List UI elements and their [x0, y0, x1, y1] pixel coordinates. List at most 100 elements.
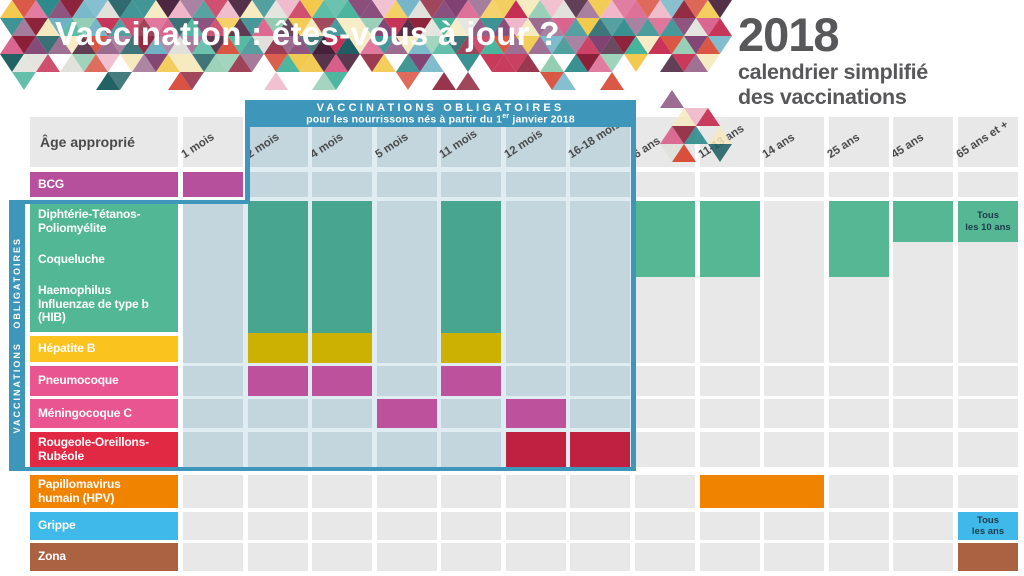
- grid-cell: [700, 399, 760, 428]
- dose-cell-grippe: Tous les ans: [958, 512, 1018, 540]
- grid-cell: [441, 172, 501, 197]
- mosaic-triangle: [708, 18, 732, 36]
- dose-cell-menin: [506, 399, 566, 428]
- row-label-line: Méningocoque C: [38, 405, 132, 420]
- mosaic-triangle: [612, 36, 636, 54]
- dose-cell-dtp2: [635, 201, 695, 277]
- mosaic-triangle: [276, 54, 300, 72]
- dose-note: les 10 ans: [965, 221, 1011, 233]
- mosaic-triangle: [24, 0, 48, 18]
- grid-cell: [570, 475, 630, 508]
- mosaic-triangle: [312, 72, 336, 90]
- col-header-label: 1 mois: [179, 131, 217, 161]
- mandatory-zone-border-bottom: [9, 467, 636, 471]
- grid-cell: [441, 399, 501, 428]
- row-label-roug: Rougeole-Oreillons- Rubéole: [30, 432, 178, 467]
- col-header-label: 4 mois: [308, 131, 346, 161]
- grid-cell: [570, 543, 630, 571]
- mosaic-triangle: [540, 72, 564, 90]
- row-label-grippe: Grippe: [30, 512, 178, 540]
- mosaic-triangle: [288, 54, 312, 72]
- mosaic-triangle: [708, 0, 732, 18]
- grid-cell: [183, 399, 243, 428]
- subtitle-superscript: er: [502, 113, 510, 120]
- row-label-line: Rubéole: [38, 448, 84, 463]
- grid-cell: [764, 399, 824, 428]
- mosaic-triangle: [300, 54, 324, 72]
- mosaic-triangle: [96, 54, 120, 72]
- grid-cell: [764, 543, 824, 571]
- grid-cell: [635, 172, 695, 197]
- mosaic-triangle: [576, 18, 600, 36]
- mosaic-triangle: [168, 54, 192, 72]
- row-label-coq: Coqueluche: [30, 242, 178, 277]
- mandatory-zone-title: VACCINATIONS OBLIGATOIRES: [316, 102, 565, 114]
- dose-cell-pneumo: [248, 366, 308, 396]
- mosaic-triangle: [492, 54, 516, 72]
- mosaic-triangle: [420, 54, 444, 72]
- mosaic-triangle: [168, 72, 192, 90]
- grid-cell: [570, 366, 630, 396]
- mosaic-triangle: [216, 54, 240, 72]
- grid-cell: [700, 172, 760, 197]
- mosaic-triangle: [600, 36, 624, 54]
- dose-note: Tous: [977, 514, 999, 526]
- mosaic-triangle: [72, 54, 96, 72]
- mosaic-triangle: [600, 18, 624, 36]
- col-header-label: 2 mois: [244, 131, 282, 161]
- col-header-label: 25 ans: [825, 131, 863, 161]
- mosaic-triangle: [588, 36, 612, 54]
- col-header-11 mois: 11 mois: [437, 127, 501, 167]
- col-header-65 ans et +: 65 ans et +: [954, 117, 1018, 167]
- mosaic-triangle: [636, 36, 660, 54]
- row-label-line: Poliomyélite: [38, 220, 107, 235]
- mosaic-triangle: [684, 0, 708, 18]
- grid-cell: [248, 543, 308, 571]
- dose-cell-dtp1: [893, 201, 953, 242]
- grid-cell: [183, 432, 243, 467]
- grid-cell: [829, 475, 889, 508]
- mosaic-triangle: [84, 54, 108, 72]
- mosaic-triangle: [12, 0, 36, 18]
- mosaic-triangle: [12, 54, 36, 72]
- grid-cell: [312, 172, 372, 197]
- mosaic-triangle: [24, 36, 48, 54]
- mosaic-triangle: [588, 18, 612, 36]
- mandatory-zone-border-connector: [9, 200, 250, 204]
- mosaic-triangle: [144, 54, 168, 72]
- mosaic-triangle: [696, 54, 720, 72]
- grid-cell: [893, 512, 953, 540]
- grid-cell: [183, 366, 243, 396]
- grid-cell: [570, 512, 630, 540]
- mosaic-triangle: [264, 54, 288, 72]
- row-label-line: Papillomavirus: [38, 476, 121, 491]
- row-label-line: Diphtérie-Tétanos-: [38, 206, 141, 221]
- dose-cell-hepfill: [441, 333, 501, 363]
- row-label-line: BCG: [38, 176, 65, 191]
- grid-cell: [377, 172, 437, 197]
- grid-cell: [506, 201, 566, 363]
- grid-cell: [829, 172, 889, 197]
- mosaic-triangle: [684, 54, 708, 72]
- dose-cell-roug: [506, 432, 566, 467]
- mosaic-triangle: [12, 72, 36, 90]
- mosaic-triangle: [672, 0, 696, 18]
- grid-cell: [248, 512, 308, 540]
- mosaic-triangle: [240, 54, 264, 72]
- grid-cell: [700, 432, 760, 467]
- mosaic-triangle: [456, 72, 480, 90]
- row-label-hep: Hépatite B: [30, 336, 178, 362]
- dose-cell-dtp1: Tous les 10 ans: [958, 201, 1018, 242]
- mosaic-triangle: [192, 54, 216, 72]
- grid-cell: [893, 543, 953, 571]
- mosaic-triangle: [660, 54, 684, 72]
- mosaic-triangle: [564, 36, 588, 54]
- mandatory-zone-header: VACCINATIONS OBLIGATOIRES pour les nourr…: [245, 100, 636, 127]
- col-header-label: 11-13 ans: [696, 122, 747, 161]
- mosaic-triangle: [408, 54, 432, 72]
- mosaic-triangle: [636, 18, 660, 36]
- grid-cell: [377, 475, 437, 508]
- mosaic-triangle: [456, 54, 480, 72]
- mosaic-triangle: [696, 18, 720, 36]
- mosaic-triangle: [12, 36, 36, 54]
